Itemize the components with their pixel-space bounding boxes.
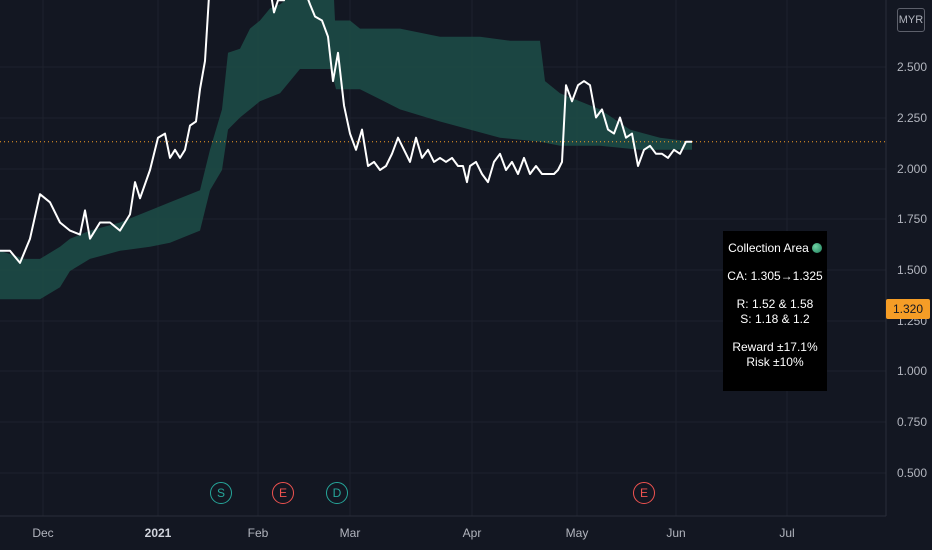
annotation-ca: CA: 1.305→1.325 xyxy=(727,269,823,283)
x-tick-label: 2021 xyxy=(145,526,172,540)
annotation-resistance: R: 1.52 & 1.58 xyxy=(736,297,814,311)
annotation-title: Collection Area xyxy=(728,241,809,255)
y-tick-label: 0.750 xyxy=(897,415,927,429)
marker-e-2[interactable]: E xyxy=(633,482,655,504)
annotation-title-row: Collection Area xyxy=(723,241,827,256)
cloud-band xyxy=(0,0,692,300)
annotation-box[interactable]: Collection Area CA: 1.305→1.325 R: 1.52 … xyxy=(723,231,827,391)
y-tick-label: 1.500 xyxy=(897,263,927,277)
y-tick-label: 0.500 xyxy=(897,466,927,480)
x-tick-label: Jul xyxy=(779,526,794,540)
x-tick-label: Feb xyxy=(248,526,269,540)
currency-badge[interactable]: MYR xyxy=(897,8,925,32)
y-axis[interactable]: 0.5000.7501.0001.2501.5001.7502.0002.250… xyxy=(897,60,927,480)
x-tick-label: Jun xyxy=(666,526,685,540)
y-tick-label: 2.250 xyxy=(897,111,927,125)
annotation-risk: Risk ±10% xyxy=(746,355,804,369)
y-tick-label: 1.000 xyxy=(897,364,927,378)
last-price-tag: 1.320 xyxy=(886,299,930,319)
marker-e[interactable]: E xyxy=(272,482,294,504)
y-tick-label: 2.000 xyxy=(897,162,927,176)
x-tick-label: Apr xyxy=(463,526,482,540)
x-tick-label: Dec xyxy=(32,526,53,540)
y-tick-label: 1.750 xyxy=(897,212,927,226)
marker-d[interactable]: D xyxy=(326,482,348,504)
green-dot-icon xyxy=(811,243,822,253)
price-series-line xyxy=(0,0,692,264)
y-tick-label: 2.500 xyxy=(897,60,927,74)
x-tick-label: May xyxy=(566,526,589,540)
annotation-reward: Reward ±17.1% xyxy=(732,340,818,354)
annotation-support: S: 1.18 & 1.2 xyxy=(740,312,810,326)
x-tick-label: Mar xyxy=(340,526,361,540)
marker-s[interactable]: S xyxy=(210,482,232,504)
x-axis[interactable]: Dec 2021 Feb Mar Apr May Jun Jul xyxy=(32,526,794,540)
